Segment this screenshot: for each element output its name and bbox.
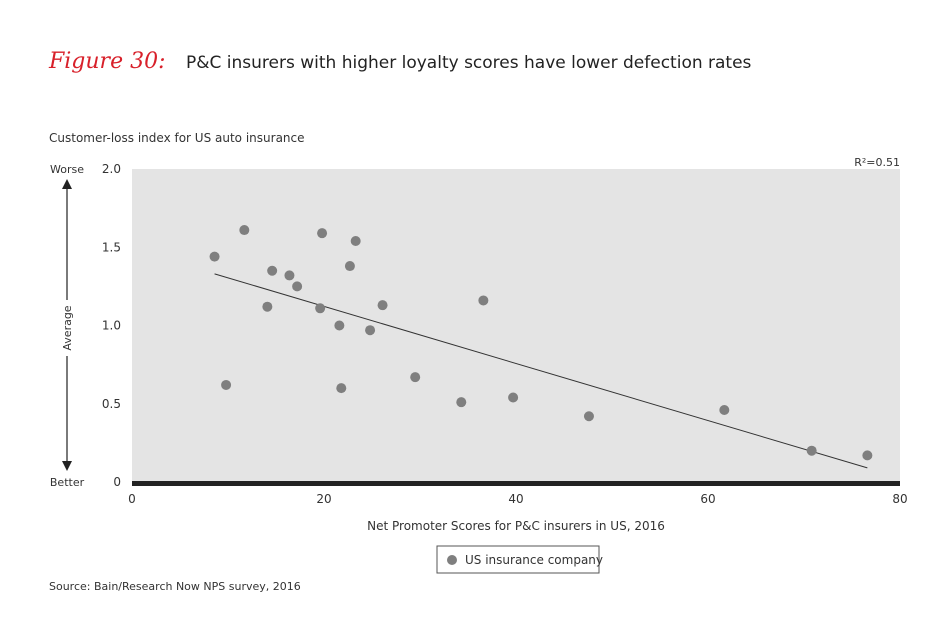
source-note: Source: Bain/Research Now NPS survey, 20… [49,580,301,593]
data-point [334,320,345,331]
data-point [209,251,220,262]
y-axis-label: Customer-loss index for US auto insuranc… [49,131,305,145]
x-tick-label: 0 [128,492,136,506]
y-tick-label: 0.5 [102,397,121,411]
data-point [583,411,594,422]
y-annotation-average: Average [61,305,74,350]
data-point [350,235,361,246]
data-point [267,265,278,276]
legend-marker [447,555,457,565]
arrow-up-icon [62,179,72,189]
y-tick-label: 1.0 [102,319,121,333]
data-point [344,261,355,272]
data-point [262,301,273,312]
data-point [365,325,376,336]
x-tick-label: 80 [892,492,907,506]
data-point [410,372,421,383]
x-tick-label: 60 [700,492,715,506]
legend-label: US insurance company [465,553,603,567]
y-tick-label: 2.0 [102,162,121,176]
r-squared-label: R²=0.51 [854,156,900,169]
data-point [239,225,250,236]
plot-area [132,169,900,482]
legend: US insurance company [436,545,603,574]
y-annotation-arrow: Worse Better Average [50,163,85,489]
data-point [806,445,817,456]
data-point [508,392,519,403]
x-axis-baseline [132,481,900,486]
data-point [478,295,489,306]
y-tick-label: 0 [113,475,121,489]
x-tick-label: 20 [316,492,331,506]
x-tick-label: 40 [508,492,523,506]
figure-title: P&C insurers with higher loyalty scores … [186,53,752,73]
x-axis-label: Net Promoter Scores for P&C insurers in … [367,519,665,533]
data-point [221,379,232,390]
data-point [719,405,730,416]
y-annotation-better: Better [50,476,85,489]
data-point [317,228,328,239]
data-point [292,281,303,292]
y-tick-label: 1.5 [102,240,121,254]
data-point [377,300,388,311]
arrow-down-icon [62,461,72,471]
figure-label: Figure 30: [49,49,166,74]
data-point [862,450,873,461]
data-point [315,303,326,314]
data-point [336,383,347,394]
data-point [284,270,295,281]
y-annotation-worse: Worse [50,163,84,176]
data-point [456,397,467,408]
legend-box [436,545,600,574]
